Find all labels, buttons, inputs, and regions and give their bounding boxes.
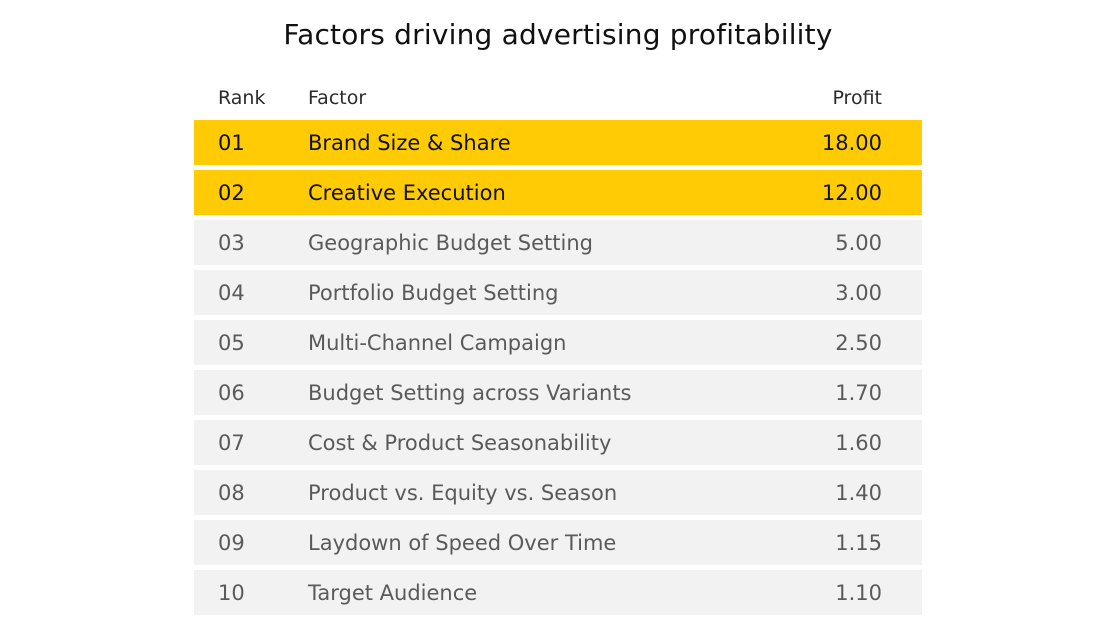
factor-column-header: Factor: [308, 87, 367, 109]
table-row: 02 Creative Execution 12.00: [194, 170, 922, 215]
rank-column-header: Rank: [218, 87, 266, 109]
factor-cell: Geographic Budget Setting: [308, 230, 593, 255]
factor-cell: Target Audience: [308, 580, 478, 605]
table-row: 10 Target Audience 1.10: [194, 570, 922, 615]
profit-cell: 18.00: [821, 130, 882, 155]
table-row: 07 Cost & Product Seasonability 1.60: [194, 420, 922, 465]
profit-cell: 12.00: [821, 180, 882, 205]
table-row: 01 Brand Size & Share 18.00: [194, 120, 922, 165]
profit-cell: 5.00: [835, 230, 882, 255]
rank-cell: 04: [218, 280, 245, 305]
table-header-row: Rank Factor Profit: [194, 76, 922, 120]
rank-cell: 10: [218, 580, 245, 605]
table-row: 08 Product vs. Equity vs. Season 1.40: [194, 470, 922, 515]
factor-cell: Portfolio Budget Setting: [308, 280, 559, 305]
rank-cell: 05: [218, 330, 245, 355]
rank-cell: 08: [218, 480, 245, 505]
rank-cell: 07: [218, 430, 245, 455]
table-row: 03 Geographic Budget Setting 5.00: [194, 220, 922, 265]
factor-cell: Multi-Channel Campaign: [308, 330, 567, 355]
rank-cell: 02: [218, 180, 245, 205]
profit-cell: 1.10: [835, 580, 882, 605]
table-row: 04 Portfolio Budget Setting 3.00: [194, 270, 922, 315]
table-body: 01 Brand Size & Share 18.00 02 Creative Exec…: [194, 120, 922, 620]
profit-cell: 3.00: [835, 280, 882, 305]
rank-cell: 03: [218, 230, 245, 255]
factor-cell: Product vs. Equity vs. Season: [308, 480, 618, 505]
profitability-table: Rank Factor Profit 01 Brand Size & Share 1…: [194, 76, 922, 620]
table-row: 09 Laydown of Speed Over Time 1.15: [194, 520, 922, 565]
profit-cell: 1.40: [835, 480, 882, 505]
table-row: 06 Budget Setting across Variants 1.70: [194, 370, 922, 415]
table-row: 05 Multi-Channel Campaign 2.50: [194, 320, 922, 365]
factor-cell: Creative Execution: [308, 180, 506, 205]
factor-cell: Brand Size & Share: [308, 130, 511, 155]
rank-cell: 01: [218, 130, 245, 155]
factor-cell: Laydown of Speed Over Time: [308, 530, 617, 555]
rank-cell: 09: [218, 530, 245, 555]
profit-cell: 1.60: [835, 430, 882, 455]
profit-cell: 1.15: [835, 530, 882, 555]
chart-title: Factors driving advertising profitabilit…: [283, 18, 833, 51]
profit-column-header: Profit: [832, 87, 882, 109]
factor-cell: Budget Setting across Variants: [308, 380, 632, 405]
profit-cell: 1.70: [835, 380, 882, 405]
factor-cell: Cost & Product Seasonability: [308, 430, 612, 455]
rank-cell: 06: [218, 380, 245, 405]
profit-cell: 2.50: [835, 330, 882, 355]
